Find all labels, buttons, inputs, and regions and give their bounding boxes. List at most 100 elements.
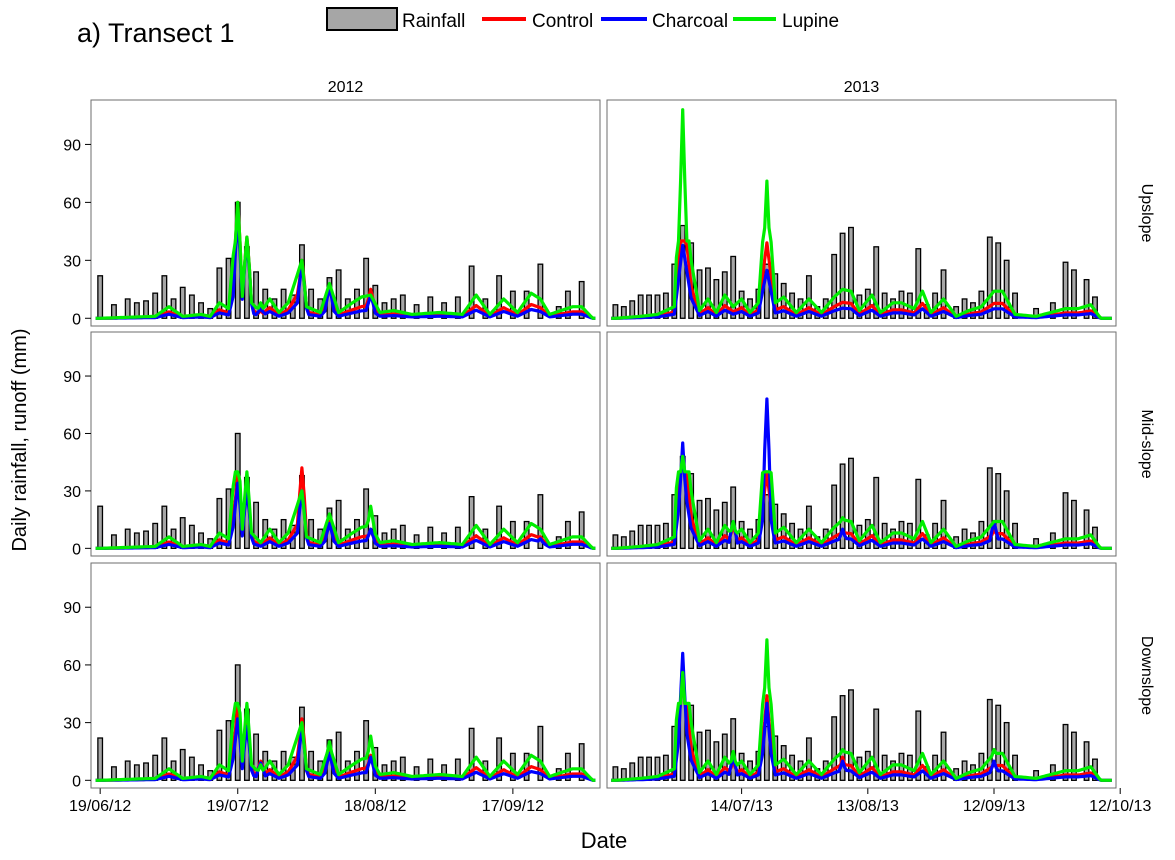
- rainfall-bar: [763, 263, 770, 319]
- rainfall-bar: [1083, 278, 1090, 319]
- rainfall-bar: [1062, 723, 1069, 781]
- legend-charcoal-label: Charcoal: [652, 11, 728, 32]
- rainfall-bar: [496, 737, 503, 781]
- rainfall-bar: [612, 304, 619, 319]
- rainfall-bar: [1062, 261, 1069, 319]
- row-strip-label-mid-slope: Mid-slope: [1138, 409, 1155, 478]
- row-strip-label-upslope: Upslope: [1138, 184, 1155, 243]
- rainfall-bar: [578, 280, 585, 319]
- series-line-lupine: [611, 638, 1112, 782]
- rainfall-bar: [97, 737, 104, 781]
- x-tick-label-19/07/12: 19/07/12: [207, 798, 269, 815]
- rainfall-bar: [1083, 741, 1090, 781]
- y-tick-label-0: 0: [72, 541, 81, 558]
- rainfall-bar: [848, 457, 854, 549]
- row-strip-label-downslope: Downslope: [1138, 636, 1155, 715]
- rainfall-bar: [399, 524, 406, 549]
- y-tick-label-60: 60: [63, 426, 81, 443]
- rainfall-bar: [399, 294, 406, 319]
- rainfall-bar: [763, 725, 770, 781]
- rainfall-bar: [713, 278, 720, 319]
- rainfall-bar: [662, 292, 669, 319]
- series-line-charcoal: [95, 717, 596, 782]
- y-axis-label: Daily rainfall, runoff (mm): [9, 328, 31, 551]
- rainfall-bar: [848, 689, 854, 781]
- rainfall-bar: [713, 509, 720, 549]
- rainfall-bar: [1070, 269, 1077, 319]
- x-tick-label-18/08/12: 18/08/12: [344, 798, 406, 815]
- rainfall-bar: [578, 743, 585, 781]
- rainfall-bar: [399, 756, 406, 781]
- rainfall-bar: [940, 269, 947, 319]
- rainfall-bar: [705, 267, 711, 319]
- rainfall-bar: [961, 760, 968, 781]
- panel-mid-slope-2012: [90, 331, 601, 557]
- x-tick-label-19/06/12: 19/06/12: [69, 798, 131, 815]
- rainfall-bar: [612, 534, 619, 549]
- panel-mid-slope-2013: [606, 331, 1117, 557]
- y-tick-label-90: 90: [63, 137, 81, 154]
- rainfall-bar: [873, 708, 880, 781]
- figure-title: a) Transect 1: [77, 18, 235, 48]
- rainfall-bar: [1003, 721, 1010, 781]
- y-tick-label-0: 0: [72, 773, 81, 790]
- rainfall-bar: [308, 750, 315, 781]
- x-tick-label-14/07/13: 14/07/13: [710, 798, 772, 815]
- rainfall-bar: [873, 246, 880, 319]
- rainfall-bar: [216, 497, 223, 549]
- rainfall-bar: [839, 695, 846, 781]
- rainfall-bar: [124, 298, 131, 319]
- rainfall-bar: [564, 520, 571, 549]
- rainfall-bar: [578, 511, 585, 549]
- rainfall-bar: [97, 275, 104, 319]
- rainfall-bar: [713, 741, 720, 781]
- series-line-lupine: [95, 701, 596, 782]
- rainfall-bar: [354, 518, 360, 549]
- panel-frame: [90, 99, 601, 327]
- panel-upslope-2012: [90, 99, 601, 327]
- rainfall-bar: [915, 248, 922, 319]
- rainfall-bar: [468, 495, 475, 549]
- y-tick-label-30: 30: [63, 716, 81, 733]
- rainfall-bar: [915, 478, 922, 549]
- series-line-charcoal: [611, 651, 1112, 782]
- series-line-charcoal: [95, 216, 596, 320]
- rainfall-bar: [705, 729, 711, 781]
- rainfall-bar: [986, 698, 993, 781]
- rainfall-bar: [441, 302, 448, 319]
- rainfall-bar: [986, 236, 993, 319]
- rainfall-bar: [335, 269, 342, 319]
- rainfall-bar: [427, 296, 434, 319]
- y-tick-label-90: 90: [63, 369, 81, 386]
- y-tick-label-90: 90: [63, 600, 81, 617]
- legend-rainfall-swatch: [326, 7, 398, 31]
- rainfall-bar: [662, 522, 669, 549]
- rainfall-bar: [253, 501, 260, 549]
- rainfall-bar: [612, 766, 619, 781]
- rainfall-bar: [468, 727, 475, 781]
- legend-control-label: Control: [532, 11, 593, 32]
- column-strip-label-2012: 2012: [328, 79, 364, 96]
- series-line-charcoal: [611, 243, 1112, 320]
- rainfall-bar: [1062, 492, 1069, 549]
- rainfall-bar: [390, 528, 397, 549]
- x-tick-label-17/09/12: 17/09/12: [482, 798, 544, 815]
- chart-panels: 2012 19/06/12 19/07/12 18/08/12 17/09/12 0 30 6…: [63, 79, 1155, 815]
- rainfall-bar: [1083, 509, 1090, 549]
- series-line-charcoal: [611, 397, 1112, 550]
- rainfall-bar: [730, 486, 737, 549]
- series-line-lupine: [95, 200, 596, 320]
- rainfall-bar: [427, 758, 434, 781]
- rainfall-bar: [161, 737, 168, 781]
- rainfall-bar: [995, 242, 1002, 319]
- rainfall-bar: [564, 752, 571, 781]
- rainfall-bar: [335, 731, 342, 781]
- rainfall-bar: [253, 271, 260, 319]
- series-line-lupine: [611, 454, 1112, 550]
- rainfall-bar: [216, 267, 223, 319]
- rainfall-bar: [662, 754, 669, 781]
- rainfall-bar: [995, 704, 1002, 781]
- rainfall-bar: [427, 526, 434, 549]
- rainfall-bar: [161, 505, 168, 549]
